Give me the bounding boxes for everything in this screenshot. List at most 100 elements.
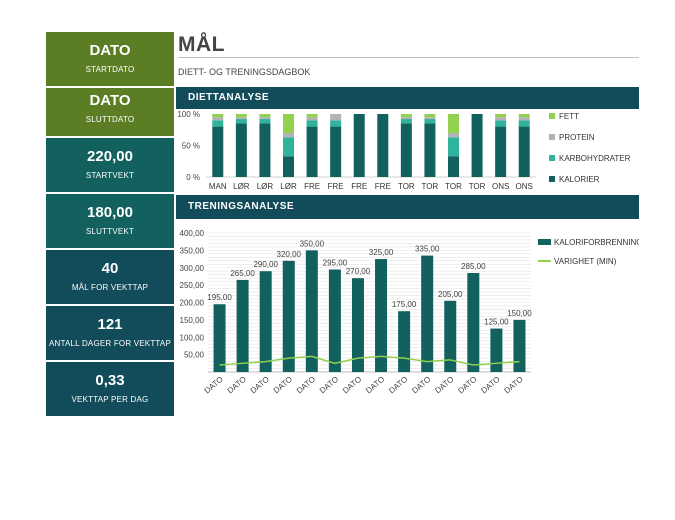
- training-calorie-bar: [328, 269, 341, 372]
- training-data-label: 270,00: [346, 267, 371, 276]
- diet-x-tick-label: FRE: [351, 182, 367, 191]
- diet-legend-swatch: [549, 155, 555, 161]
- diet-x-tick-label: ONS: [492, 182, 509, 191]
- diet-y-tick-label: 50 %: [182, 142, 200, 151]
- diet-bar-fett: [259, 114, 271, 118]
- training-x-tick-label: DATO: [249, 375, 271, 396]
- training-x-tick-label: DATO: [318, 375, 340, 396]
- diet-bar-kalorier: [235, 123, 247, 177]
- training-calorie-bar: [305, 250, 318, 372]
- diet-bar-protein: [330, 114, 342, 121]
- training-data-label: 290,00: [253, 260, 278, 269]
- start-date-card: DATO STARTDATO: [46, 32, 174, 88]
- page-subtitle: DIETT- OG TRENINGSDAGBOK: [178, 67, 311, 77]
- diet-legend-label: FETT: [559, 112, 579, 121]
- training-calorie-bar: [444, 300, 457, 372]
- diet-bar-protein: [495, 117, 507, 121]
- diet-x-tick-label: MAN: [209, 182, 227, 191]
- training-duration-line: [219, 355, 520, 366]
- diet-bar-kalorier: [400, 123, 412, 177]
- diet-x-tick-label: TOR: [422, 182, 439, 191]
- training-calorie-bar: [236, 279, 249, 372]
- weight-loss-goal-label: MÅL FOR VEKTTAP: [71, 283, 149, 292]
- diet-bar-kalorier: [212, 126, 224, 177]
- diet-x-tick-label: TOR: [445, 182, 462, 191]
- start-date-value: DATO: [89, 42, 131, 59]
- training-calorie-bar: [467, 272, 480, 372]
- training-calorie-bar: [375, 259, 388, 372]
- diet-bar-kalorier: [448, 156, 459, 177]
- diet-legend-swatch: [549, 134, 555, 140]
- training-data-label: 125,00: [484, 318, 509, 327]
- diet-legend-label: KALORIER: [559, 175, 600, 184]
- training-x-tick-label: DATO: [203, 375, 225, 396]
- start-weight-label: STARTVEKT: [85, 171, 135, 180]
- diet-bar-karbohydrater: [518, 120, 530, 127]
- diet-legend-label: KARBOHYDRATER: [559, 154, 631, 163]
- training-calorie-bar: [213, 304, 226, 372]
- training-y-tick-label: 100,00: [180, 333, 205, 342]
- diet-bar-protein: [448, 132, 459, 138]
- diet-bar-fett: [448, 114, 459, 133]
- end-date-card: DATO SLUTTDATO: [46, 88, 174, 138]
- diet-bar-kalorier: [471, 114, 483, 177]
- training-calorie-bar: [351, 278, 364, 372]
- training-data-label: 175,00: [392, 300, 417, 309]
- diet-bar-protein: [283, 132, 294, 138]
- diet-x-tick-label: ONS: [516, 182, 533, 191]
- training-y-tick-label: 300,00: [180, 264, 205, 273]
- training-y-tick-label: 50,00: [184, 351, 205, 360]
- training-x-tick-label: DATO: [341, 375, 363, 396]
- training-y-tick-label: 250,00: [180, 281, 205, 290]
- diet-bar-kalorier: [283, 156, 294, 177]
- diet-bar-fett: [400, 114, 412, 118]
- diet-bar-kalorier: [306, 126, 318, 177]
- diet-legend-swatch: [549, 176, 555, 182]
- days-for-loss-card: 121 ANTALL DAGER FOR VEKTTAP: [46, 306, 174, 362]
- diet-bar-kalorier: [424, 123, 436, 177]
- start-date-label: STARTDATO: [85, 65, 135, 74]
- training-data-label: 265,00: [230, 269, 255, 278]
- diet-bar-protein: [235, 117, 247, 120]
- training-analysis-chart: 50,00 100,00 150,00 200,00 250,00 300,00 350,0…: [180, 229, 639, 396]
- diet-bar-kalorier: [259, 123, 271, 177]
- training-legend-swatch: [538, 239, 551, 245]
- training-x-tick-label: DATO: [433, 375, 455, 396]
- training-x-tick-label: DATO: [387, 375, 409, 396]
- diet-x-tick-label: FRE: [328, 182, 344, 191]
- training-x-tick-label: DATO: [295, 375, 317, 396]
- end-date-value: DATO: [89, 92, 131, 109]
- summary-sidebar: DATO STARTDATO DATO SLUTTDATO 220,00 STA…: [46, 32, 174, 418]
- loss-per-day-label: VEKTTAP PER DAG: [71, 395, 149, 404]
- training-x-tick-label: DATO: [364, 375, 386, 396]
- training-calorie-bar: [398, 311, 411, 372]
- diet-bar-fett: [424, 114, 436, 118]
- title-divider: [178, 57, 639, 58]
- diet-bar-karbohydrater: [330, 120, 342, 127]
- days-for-loss-label: ANTALL DAGER FOR VEKTTAP: [48, 339, 171, 348]
- training-y-tick-label: 150,00: [180, 316, 205, 325]
- diet-bar-kalorier: [377, 114, 389, 177]
- training-x-tick-label: DATO: [226, 375, 248, 396]
- diet-bar-protein: [518, 117, 530, 121]
- training-x-tick-label: DATO: [479, 375, 501, 396]
- diet-bar-fett: [518, 114, 530, 118]
- training-data-label: 350,00: [300, 239, 325, 248]
- training-y-tick-label: 350,00: [180, 246, 205, 255]
- diet-bar-karbohydrater: [283, 137, 294, 157]
- diet-bar-protein: [306, 117, 318, 121]
- training-data-label: 325,00: [369, 248, 394, 257]
- loss-per-day-card: 0,33 VEKTTAP PER DAG: [46, 362, 174, 418]
- end-weight-label: SLUTTVEKT: [85, 227, 135, 236]
- weight-loss-goal-card: 40 MÅL FOR VEKTTAP: [46, 250, 174, 306]
- diet-legend-swatch: [549, 113, 555, 119]
- diet-legend-label: PROTEIN: [559, 133, 595, 142]
- training-legend-label: VARIGHET (MIN): [554, 257, 617, 266]
- diet-bar-protein: [259, 117, 271, 120]
- diet-bar-karbohydrater: [495, 120, 507, 127]
- diet-bar-kalorier: [518, 126, 530, 177]
- training-legend-label: KALORIFORBRENNING: [554, 238, 639, 247]
- end-date-label: SLUTTDATO: [85, 115, 135, 124]
- training-calorie-bar: [282, 260, 295, 372]
- diet-bar-karbohydrater: [235, 119, 247, 124]
